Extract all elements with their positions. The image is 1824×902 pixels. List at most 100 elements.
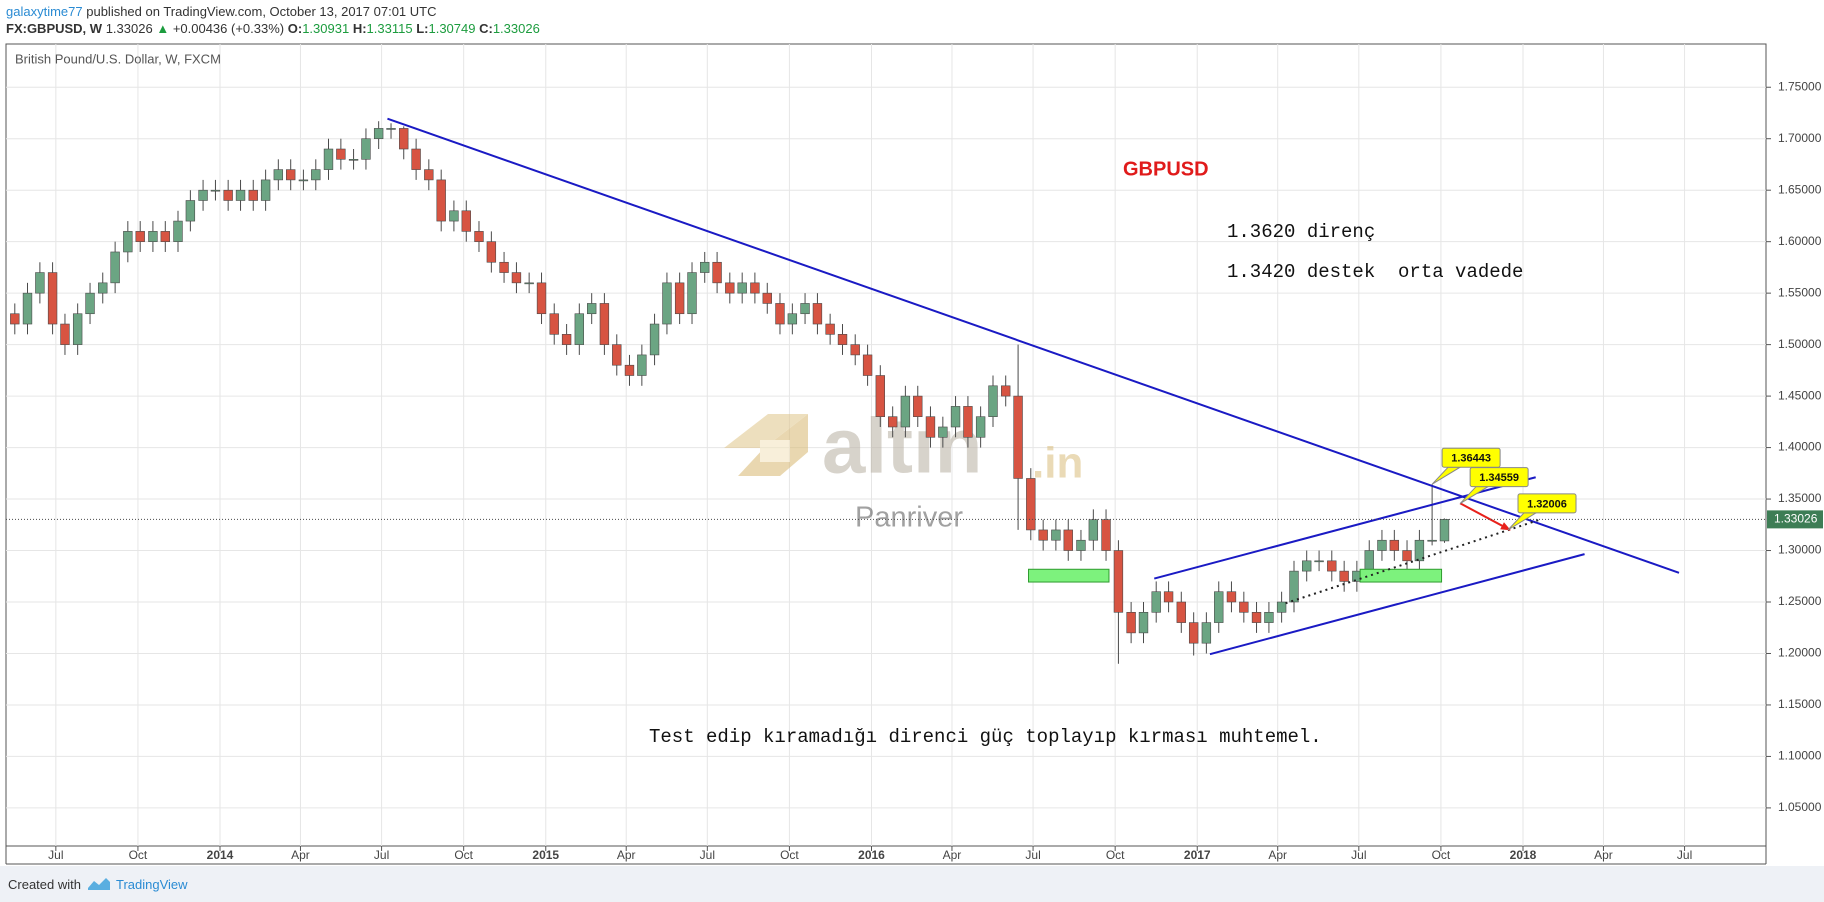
candle-body	[185, 200, 196, 222]
candle-body	[800, 303, 810, 315]
callout-label: 1.32006	[1527, 498, 1567, 510]
candle-body	[1264, 611, 1274, 623]
x-tick-label: Apr	[1594, 848, 1613, 862]
candle-body	[461, 210, 471, 232]
candle-body	[411, 148, 421, 170]
user-link[interactable]: galaxytime77	[6, 4, 83, 19]
candle-body	[1138, 611, 1149, 634]
x-tick-label: Oct	[129, 848, 148, 862]
candle-body	[775, 303, 785, 325]
candle-body	[1414, 539, 1425, 562]
candle-body	[499, 261, 509, 273]
candle-body	[323, 148, 334, 170]
candle-body	[1038, 529, 1048, 541]
candle-body	[173, 220, 183, 242]
x-tick-label: Oct	[780, 848, 799, 862]
ohlc-value: 1.33115	[366, 21, 413, 36]
y-tick-label: 1.70000	[1778, 131, 1822, 145]
x-tick-label: 2016	[858, 848, 885, 862]
candle-body	[311, 169, 321, 181]
candle-body	[1088, 519, 1099, 541]
candle-body	[85, 292, 95, 315]
candle-body	[1201, 622, 1212, 644]
candle-body	[837, 334, 848, 345]
candle-body	[273, 169, 284, 181]
candle-body	[637, 354, 647, 376]
y-tick-label: 1.10000	[1778, 749, 1822, 763]
candle-body	[1126, 611, 1136, 634]
candle-body	[850, 344, 860, 356]
candle-body	[72, 313, 83, 345]
candle-body	[687, 272, 697, 315]
candle-body	[1151, 591, 1161, 613]
logo-shape	[760, 440, 790, 462]
candle-body	[674, 282, 685, 315]
header-row: galaxytime77 published on TradingView.co…	[6, 3, 540, 20]
candle-body	[1339, 570, 1349, 582]
ohlc-label: L:	[416, 21, 429, 36]
watermark-domain: .in	[1032, 439, 1083, 488]
symbol-annotation: GBPUSD	[1123, 158, 1209, 180]
candle-body	[1013, 395, 1023, 479]
candle-body	[486, 241, 497, 263]
y-tick-label: 1.55000	[1778, 285, 1822, 299]
candle-body	[1314, 560, 1324, 563]
candle-body	[1076, 539, 1086, 551]
candle-body	[47, 272, 58, 325]
candle-body	[1402, 550, 1412, 562]
y-tick-label: 1.05000	[1778, 800, 1822, 814]
candle-body	[925, 416, 936, 438]
zone	[1359, 568, 1443, 583]
candle-body	[1026, 478, 1036, 531]
candle-body	[624, 364, 635, 376]
candle-body	[110, 251, 120, 284]
watermark-author: Panriver	[855, 502, 963, 534]
ohlc-value: 1.30931	[302, 21, 350, 36]
candle-body	[248, 189, 258, 201]
y-tick-label: 1.25000	[1778, 594, 1822, 608]
x-tick-label: Apr	[943, 848, 962, 862]
candle-body	[348, 159, 359, 161]
tv-logo	[88, 878, 110, 890]
candle-body	[1289, 570, 1299, 603]
candle-body	[787, 313, 798, 325]
candle-body	[198, 189, 208, 201]
y-tick-label: 1.40000	[1778, 440, 1822, 454]
resistance-annotation: 1.3620 direnç	[1227, 221, 1375, 243]
footer-brand[interactable]: TradingView	[116, 877, 188, 892]
x-tick-label: Oct	[1432, 848, 1451, 862]
x-tick-label: Jul	[700, 848, 715, 862]
arrow	[1459, 502, 1511, 531]
candle-body	[1188, 622, 1199, 644]
candle-body	[536, 282, 547, 315]
candle-body	[436, 179, 446, 222]
candle-body	[561, 334, 572, 345]
x-tick-label: Jul	[1677, 848, 1692, 862]
up-triangle: ▲	[156, 21, 170, 36]
change: +0.00436 (+0.33%)	[172, 21, 285, 36]
candle-body	[386, 128, 396, 130]
candle-body	[1389, 539, 1400, 551]
candle-body	[574, 313, 585, 345]
candle-body	[737, 282, 747, 294]
ohlc-value: 1.33026	[492, 21, 540, 36]
logo-shape	[724, 414, 808, 448]
candle-body	[1226, 591, 1237, 603]
candle-body	[587, 303, 597, 315]
callout-box	[1441, 447, 1501, 468]
candle-body	[1364, 550, 1374, 572]
price: 1.33026	[105, 21, 153, 36]
candle-body	[98, 282, 108, 294]
candle-body	[223, 189, 233, 201]
candle-body	[35, 272, 45, 294]
callout-label: 1.34559	[1479, 472, 1519, 484]
candle-body	[725, 282, 735, 294]
x-tick-label: Jul	[1025, 848, 1040, 862]
x-tick-label: 2017	[1184, 848, 1211, 862]
candle-body	[875, 375, 885, 417]
x-tick-label: Apr	[617, 848, 636, 862]
candle-body	[1327, 560, 1337, 572]
candle-body	[361, 138, 371, 160]
x-tick-label: 2018	[1510, 848, 1537, 862]
